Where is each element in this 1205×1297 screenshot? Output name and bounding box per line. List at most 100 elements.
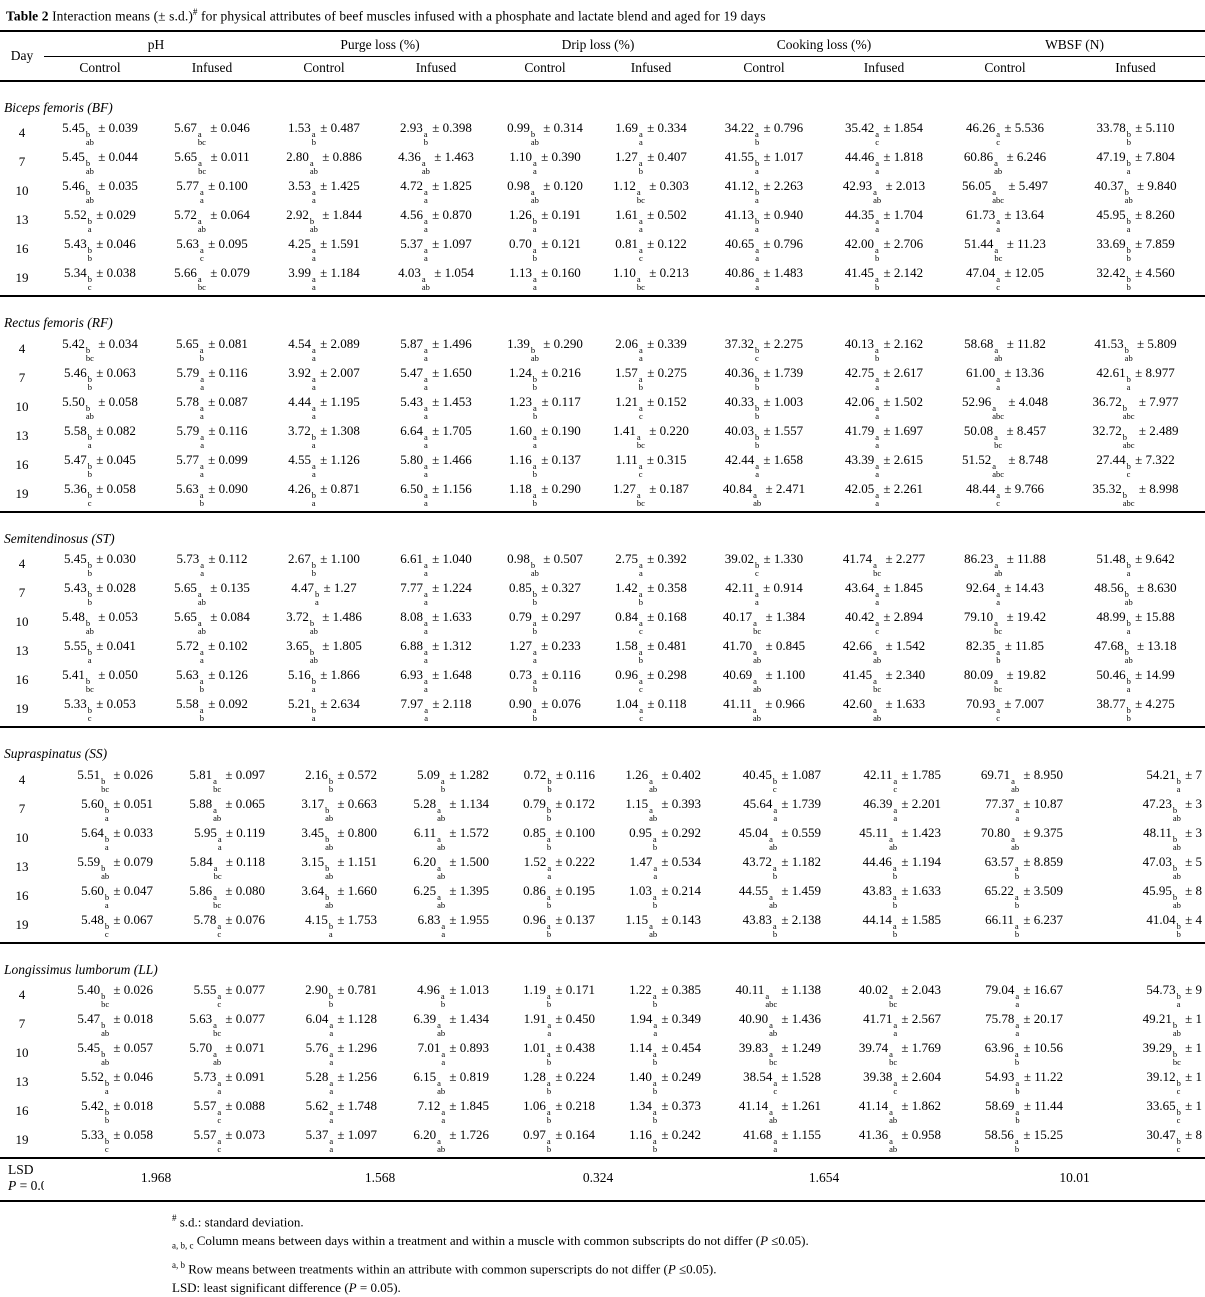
mean-sd-cell: 41.04 b b ± 4 — [1066, 910, 1205, 944]
significance-letters: a ab — [1011, 775, 1020, 794]
mean-sd-cell: 38.54 a c ± 1.528 — [743, 1069, 821, 1096]
mean-sd-cell: 40.65 a a ± 0.796 — [725, 236, 803, 263]
mean-sd-cell: 1.47 a a ± 0.534 — [629, 853, 701, 881]
mean-sd-cell: 41.74 a bc ± 2.277 — [842, 551, 926, 578]
mean-sd-cell: 40.69 a ab ± 1.100 — [722, 667, 806, 694]
significance-letters: a ab — [753, 489, 762, 508]
significance-letters: a ab — [197, 216, 206, 234]
mean-sd-cell: 51.52 a abc ± 8.748 — [962, 451, 1048, 479]
significance-letters: a ab — [421, 158, 430, 176]
data-row: 16 5.43 b b ± 0.046 5.63 a c ± 0.095 4.25 a a ± 1… — [0, 235, 1205, 264]
mean-sd-cell: 44.46 a b ± 1.194 — [862, 853, 941, 881]
mean-sd-cell: 5.70 a ab ± 0.071 — [189, 1040, 265, 1067]
footnote: a, b, c Column means between days within… — [172, 1233, 809, 1251]
day-cell: 10 — [15, 1045, 29, 1060]
mean-sd-cell: 1.06 a b ± 0.218 — [523, 1098, 595, 1125]
mean-sd-cell: 2.06 a a ± 0.339 — [615, 335, 687, 363]
mean-sd-cell: 45.11 a ab ± 1.423 — [859, 824, 941, 852]
mean-sd-cell: 42.44 a a ± 1.658 — [725, 451, 803, 479]
mean-sd-cell: 47.23 b ab ± 3 — [1142, 795, 1203, 823]
mean-sd-cell: 2.90 b b ± 0.781 — [305, 982, 377, 1009]
mean-sd-cell: 61.73 a a ± 13.64 — [966, 207, 1044, 234]
mean-sd-cell: 3.65 b ab ± 1.805 — [286, 638, 362, 665]
mean-sd-cell: 49.21 b ab ± 1 — [1142, 1011, 1203, 1038]
subheader-drip-control: Control — [492, 56, 598, 82]
significance-letters: a bc — [769, 1049, 778, 1067]
mean-sd-cell: 79.10 a bc ± 19.42 — [963, 609, 1047, 636]
lsd-value: 1.568 — [268, 1158, 492, 1202]
mean-sd-cell: 1.15 a ab ± 0.393 — [625, 795, 701, 823]
significance-letters: a bc — [636, 489, 645, 508]
significance-letters: a ab — [1011, 833, 1020, 852]
mean-sd-cell: 5.78 a a ± 0.087 — [176, 393, 248, 421]
mean-sd-cell: 1.39 b ab ± 0.290 — [507, 335, 583, 363]
mean-sd-cell: 5.65 a ab ± 0.135 — [174, 580, 250, 607]
significance-letters: b ab — [101, 1020, 110, 1038]
day-cell: 16 — [15, 1103, 29, 1118]
mean-sd-cell: 42.06 a a ± 1.502 — [845, 393, 923, 421]
day-cell: 13 — [15, 427, 29, 443]
header-treatment-row: Control Infused Control Infused Control … — [0, 56, 1205, 82]
mean-sd-cell: 1.52 a a ± 0.222 — [523, 853, 595, 881]
col-header-drip-loss: Drip loss (%) — [492, 30, 704, 57]
significance-letters: b ab — [85, 158, 94, 176]
mean-sd-cell: 7.97 a a ± 2.118 — [380, 694, 492, 728]
mean-sd-cell: 5.73 a a ± 0.112 — [176, 551, 248, 578]
footnote: a, b Row means between treatments within… — [172, 1259, 717, 1277]
significance-letters: a ab — [889, 1136, 898, 1154]
mean-sd-cell: 5.37 a a ± 1.097 — [400, 236, 472, 263]
mean-sd-cell: 4.25 a a ± 1.591 — [288, 236, 360, 263]
day-cell: 19 — [0, 910, 44, 944]
mean-sd-cell: 56.05 a abc ± 5.497 — [962, 178, 1048, 205]
significance-letters: a ab — [309, 158, 318, 176]
mean-sd-cell: 42.61 b a ± 8.977 — [1096, 364, 1175, 392]
mean-sd-cell: 41.68 a a ± 1.155 — [704, 1125, 824, 1159]
mean-sd-cell: 5.76 a a ± 1.296 — [305, 1040, 377, 1067]
mean-sd-cell: 1.27 a b ± 0.407 — [615, 149, 687, 176]
mean-sd-cell: 43.83 a b ± 1.633 — [862, 882, 941, 910]
subheader-drip-infused: Infused — [598, 56, 704, 82]
significance-letters: a bc — [636, 431, 645, 450]
mean-sd-cell: 5.80 a a ± 1.466 — [400, 451, 472, 479]
significance-letters: a bc — [873, 560, 882, 578]
mean-sd-cell: 58.56 a b ± 15.25 — [944, 1125, 1066, 1159]
significance-letters: b ab — [1172, 833, 1181, 852]
significance-letters: b abc — [1122, 431, 1135, 450]
mean-sd-cell: 1.42 a b ± 0.358 — [615, 580, 687, 607]
mean-sd-cell: 6.04 a a ± 1.128 — [305, 1011, 377, 1038]
mean-sd-cell: 36.72 b abc ± 7.977 — [1092, 393, 1179, 421]
mean-sd-cell: 5.41 b bc ± 0.050 — [62, 667, 138, 694]
mean-sd-cell: 1.10 a a ± 0.390 — [509, 149, 581, 176]
significance-letters: a bc — [197, 129, 206, 147]
muscle-section-label: Rectus femoris (RF) — [4, 315, 113, 330]
mean-sd-cell: 5.42 b b ± 0.018 — [81, 1098, 153, 1125]
mean-sd-cell: 42.60 a ab ± 1.633 — [824, 694, 944, 728]
